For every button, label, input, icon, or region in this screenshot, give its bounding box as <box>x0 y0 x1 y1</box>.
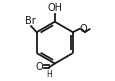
Text: Br: Br <box>25 16 36 26</box>
Text: O: O <box>79 24 87 34</box>
Text: H: H <box>46 70 51 79</box>
Text: O: O <box>35 62 42 72</box>
Text: OH: OH <box>47 3 62 13</box>
